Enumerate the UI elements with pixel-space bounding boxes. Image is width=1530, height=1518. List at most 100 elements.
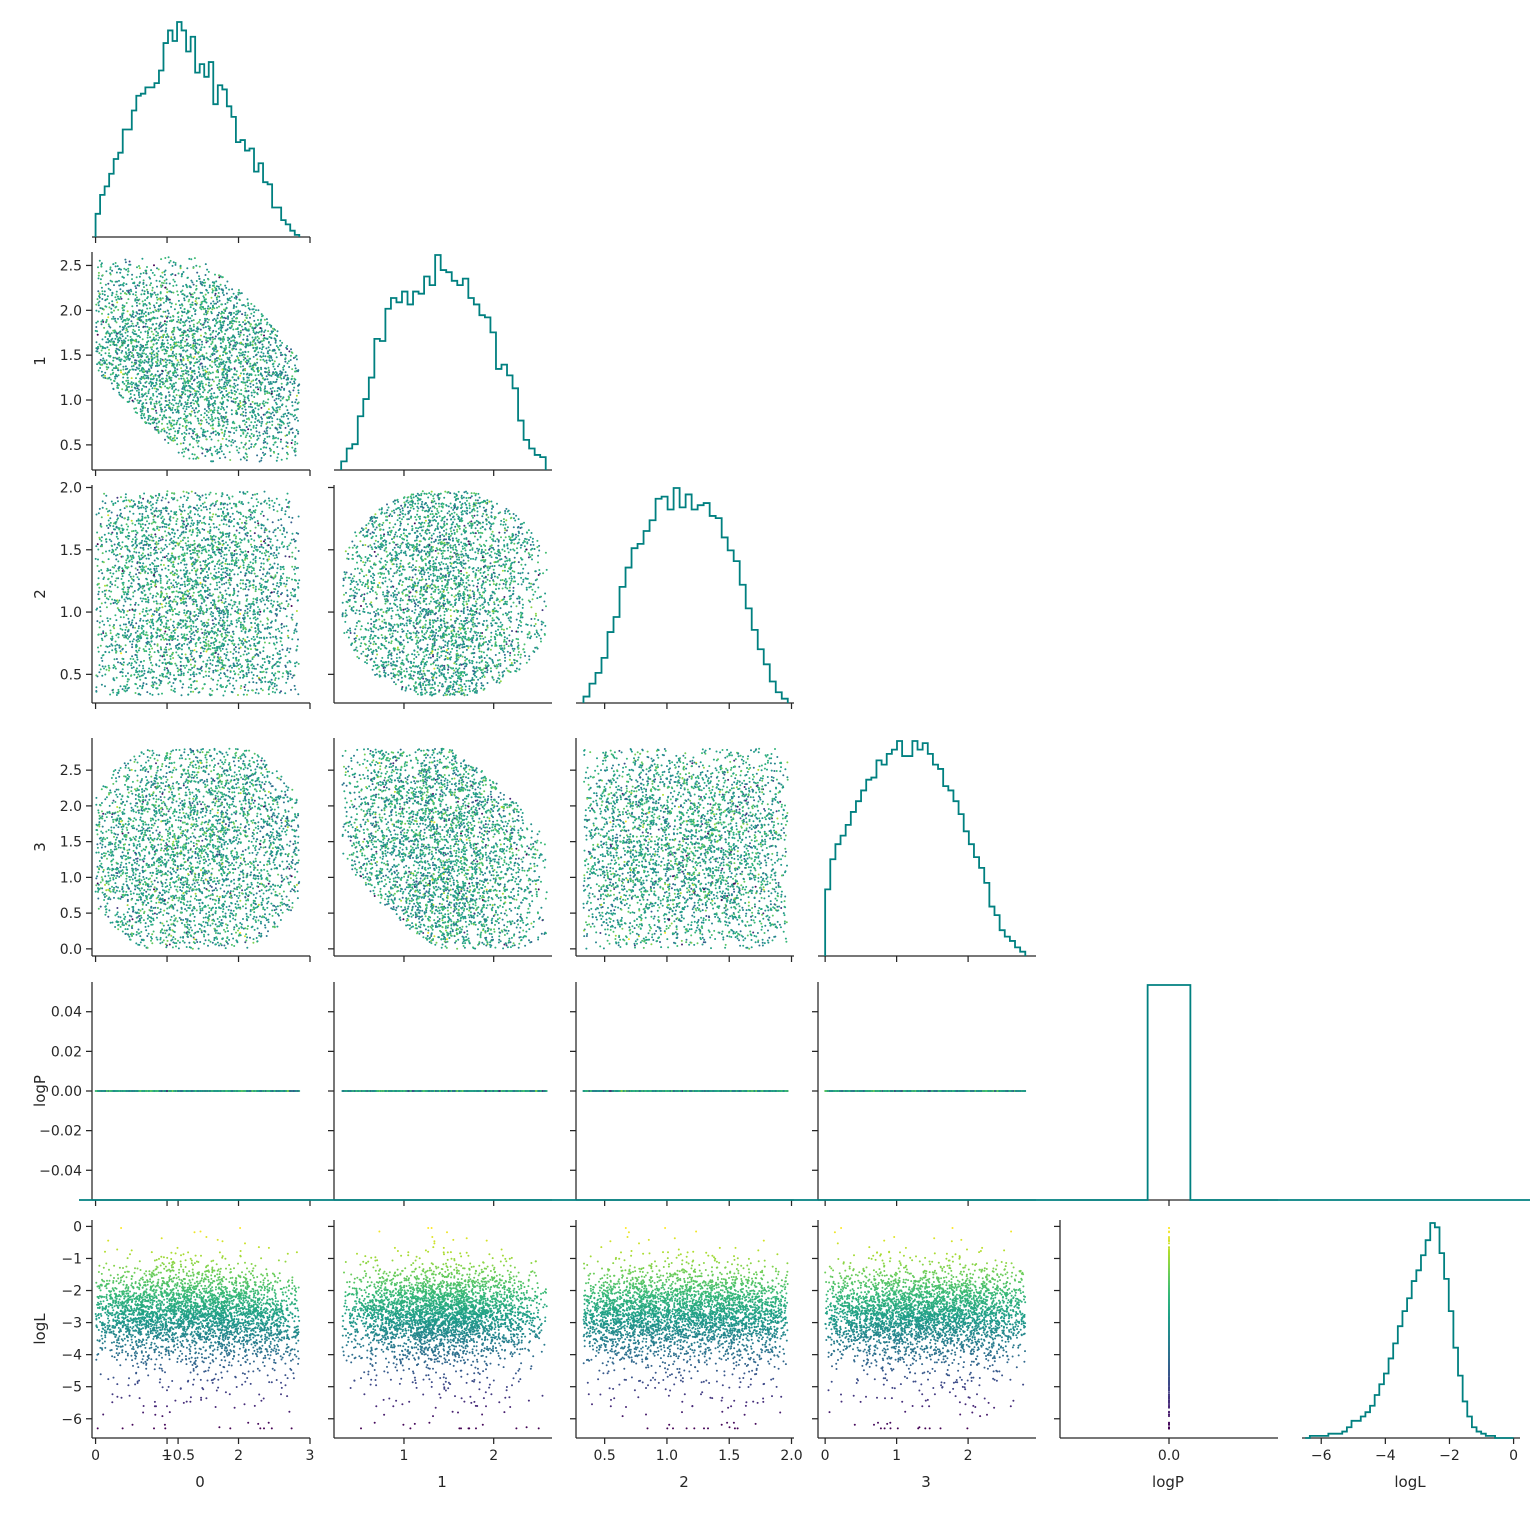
sample-point bbox=[152, 311, 154, 313]
sample-point bbox=[177, 316, 179, 318]
sample-point bbox=[115, 365, 117, 367]
sample-point bbox=[214, 324, 216, 326]
sample-point bbox=[282, 367, 284, 369]
sample-point bbox=[209, 286, 211, 288]
sample-point bbox=[121, 298, 123, 300]
sample-point bbox=[219, 389, 221, 391]
sample-point bbox=[249, 411, 251, 413]
sample-point bbox=[296, 395, 298, 397]
sample-point bbox=[109, 272, 111, 274]
sample-point bbox=[273, 366, 275, 368]
sample-point bbox=[142, 338, 144, 340]
sample-point bbox=[98, 275, 100, 277]
sample-point bbox=[140, 382, 142, 384]
sample-point bbox=[239, 402, 241, 404]
sample-point bbox=[111, 294, 113, 296]
sample-point bbox=[206, 302, 208, 304]
sample-point bbox=[211, 361, 213, 363]
sample-point bbox=[110, 379, 112, 381]
sample-point bbox=[172, 333, 174, 335]
sample-point bbox=[277, 432, 279, 434]
sample-point bbox=[187, 399, 189, 401]
sample-point bbox=[114, 338, 116, 340]
sample-point bbox=[177, 327, 179, 329]
sample-point bbox=[230, 340, 232, 342]
sample-point bbox=[222, 324, 224, 326]
sample-point bbox=[220, 329, 222, 331]
sample-point bbox=[281, 416, 283, 418]
sample-point bbox=[209, 389, 211, 391]
sample-point bbox=[215, 450, 217, 452]
sample-point bbox=[215, 351, 217, 353]
sample-point bbox=[166, 375, 168, 377]
sample-point bbox=[178, 418, 180, 420]
sample-point bbox=[211, 453, 213, 455]
sample-point bbox=[131, 377, 133, 379]
sample-point bbox=[127, 298, 129, 300]
sample-point bbox=[127, 339, 129, 341]
sample-point bbox=[214, 417, 216, 419]
sample-point bbox=[181, 331, 183, 333]
sample-point bbox=[136, 266, 138, 268]
sample-point bbox=[195, 342, 197, 344]
sample-point bbox=[192, 458, 194, 460]
sample-point bbox=[209, 419, 211, 421]
sample-point bbox=[101, 290, 103, 292]
sample-point bbox=[175, 382, 177, 384]
sample-point bbox=[242, 321, 244, 323]
sample-point bbox=[179, 364, 181, 366]
sample-point bbox=[139, 396, 141, 398]
sample-point bbox=[269, 349, 271, 351]
sample-point bbox=[203, 279, 205, 281]
sample-point bbox=[126, 359, 128, 361]
sample-point bbox=[242, 433, 244, 435]
sample-point bbox=[248, 379, 250, 381]
sample-point bbox=[158, 376, 160, 378]
sample-point bbox=[239, 375, 241, 377]
sample-point bbox=[223, 386, 225, 388]
sample-point bbox=[272, 435, 274, 437]
sample-point bbox=[272, 396, 274, 398]
sample-point bbox=[116, 352, 118, 354]
sample-point bbox=[127, 268, 129, 270]
sample-point bbox=[260, 425, 262, 427]
sample-point bbox=[240, 332, 242, 334]
sample-point bbox=[152, 272, 154, 274]
sample-point bbox=[265, 447, 267, 449]
sample-point bbox=[226, 382, 228, 384]
sample-point bbox=[125, 368, 127, 370]
sample-point bbox=[269, 421, 271, 423]
sample-point bbox=[198, 368, 200, 370]
sample-point bbox=[231, 413, 233, 415]
sample-point bbox=[131, 278, 133, 280]
sample-point bbox=[155, 331, 157, 333]
sample-point bbox=[264, 355, 266, 357]
sample-point bbox=[181, 361, 183, 363]
sample-point bbox=[282, 398, 284, 400]
sample-point bbox=[210, 303, 212, 305]
sample-point bbox=[229, 321, 231, 323]
sample-point bbox=[155, 401, 157, 403]
sample-point bbox=[180, 347, 182, 349]
sample-point bbox=[257, 319, 259, 321]
sample-point bbox=[146, 395, 148, 397]
sample-point bbox=[170, 344, 172, 346]
sample-point bbox=[145, 353, 147, 355]
sample-point bbox=[135, 349, 137, 351]
sample-point bbox=[290, 413, 292, 415]
sample-point bbox=[119, 272, 121, 274]
sample-point bbox=[208, 417, 210, 419]
sample-point bbox=[208, 408, 210, 410]
sample-point bbox=[281, 383, 283, 385]
y-tick-label: 1.5 bbox=[60, 348, 82, 364]
sample-point bbox=[262, 359, 264, 361]
sample-point bbox=[186, 267, 188, 269]
sample-point bbox=[175, 303, 177, 305]
sample-point bbox=[147, 340, 149, 342]
sample-point bbox=[110, 374, 112, 376]
sample-point bbox=[112, 292, 114, 294]
sample-point bbox=[101, 350, 103, 352]
sample-point bbox=[217, 396, 219, 398]
sample-point bbox=[127, 274, 129, 276]
